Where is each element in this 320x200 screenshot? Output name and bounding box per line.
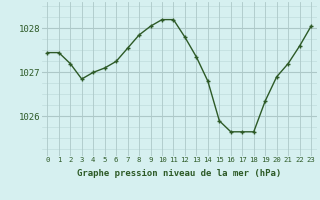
X-axis label: Graphe pression niveau de la mer (hPa): Graphe pression niveau de la mer (hPa) <box>77 169 281 178</box>
